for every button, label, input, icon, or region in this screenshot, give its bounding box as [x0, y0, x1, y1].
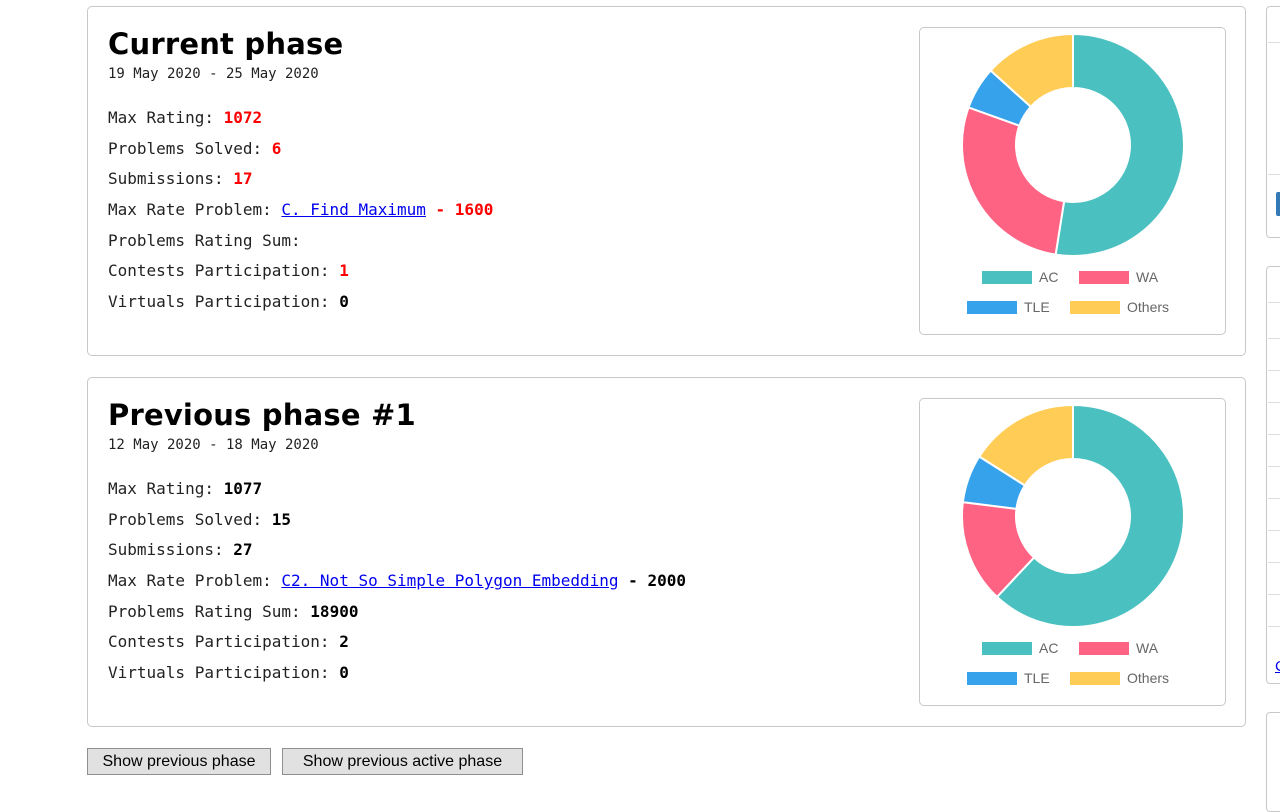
stat-problems-rating-sum: Problems Rating Sum: 18900 [108, 597, 686, 628]
stat-value: 2000 [647, 571, 686, 591]
stat-label: Submissions: [108, 169, 234, 189]
stat-value: 18900 [310, 601, 359, 621]
phase-stats: Max Rating: 1077 Problems Solved: 15 Sub… [108, 474, 686, 689]
sidebar-table-fragment [1266, 266, 1280, 684]
stat-label: Contests Participation: [108, 261, 340, 281]
sidebar-row-divider [1268, 530, 1280, 531]
stat-virtuals-participation: Virtuals Participation: 0 [108, 658, 686, 689]
stat-value: 17 [233, 169, 253, 189]
stat-value: 2 [339, 632, 349, 652]
phase-title: Current phase [108, 27, 344, 61]
stat-virtuals-participation: Virtuals Participation: 0 [108, 287, 493, 318]
stat-submissions: Submissions: 27 [108, 535, 686, 566]
max-rate-problem-link[interactable]: C2. Not So Simple Polygon Embedding [281, 571, 619, 591]
stat-value: 0 [339, 663, 349, 683]
max-rate-problem-link[interactable]: C. Find Maximum [281, 200, 426, 220]
sidebar-link-fragment[interactable]: C [1275, 658, 1280, 675]
phase-title: Previous phase #1 [108, 398, 416, 432]
stat-problems-solved: Problems Solved: 6 [108, 134, 493, 165]
stat-problems-solved: Problems Solved: 15 [108, 505, 686, 536]
stat-separator: - [618, 571, 648, 591]
verdict-doughnut-chart: AC WA TLE Others [919, 398, 1226, 706]
stat-label: Contests Participation: [108, 632, 340, 652]
stat-contests-participation: Contests Participation: 2 [108, 627, 686, 658]
phase-dates: 19 May 2020 - 25 May 2020 [108, 66, 319, 82]
previous-phase-panel: Previous phase #1 12 May 2020 - 18 May 2… [87, 377, 1246, 727]
current-phase-panel: Current phase 19 May 2020 - 25 May 2020 … [87, 6, 1246, 356]
stat-max-rating: Max Rating: 1072 [108, 103, 493, 134]
sidebar-row-divider [1268, 466, 1280, 467]
stat-value: 6 [271, 138, 282, 158]
show-previous-phase-button[interactable]: Show previous phase [87, 748, 271, 775]
sidebar-card-fragment [1266, 712, 1280, 812]
sidebar-card-fragment [1266, 6, 1280, 238]
stat-label: Problems Rating Sum: [108, 601, 311, 621]
stat-submissions: Submissions: 17 [108, 164, 493, 195]
stat-label: Virtuals Participation: [108, 663, 340, 683]
stat-separator: - [425, 200, 455, 220]
stat-contests-participation: Contests Participation: 1 [108, 256, 493, 287]
stat-label: Max Rate Problem: [108, 200, 282, 220]
slice-ac[interactable] [995, 403, 1185, 628]
slice-wa[interactable] [961, 106, 1066, 256]
show-previous-active-phase-button[interactable]: Show previous active phase [282, 748, 523, 775]
stat-value: 1072 [223, 108, 263, 127]
stat-value: 1600 [454, 200, 494, 220]
sidebar-row-divider [1268, 434, 1280, 435]
sidebar-row-divider [1268, 402, 1280, 403]
phase-dates: 12 May 2020 - 18 May 2020 [108, 437, 319, 453]
stat-value: 0 [339, 292, 349, 312]
sidebar-divider [1268, 174, 1280, 175]
stat-label: Problems Rating Sum: [108, 230, 301, 250]
doughnut-svg [961, 403, 1185, 628]
stat-label: Max Rating: [108, 108, 224, 127]
doughnut-svg [961, 32, 1186, 257]
sidebar-row-divider [1268, 626, 1280, 627]
sidebar-row-divider [1268, 338, 1280, 339]
stat-label: Problems Solved: [108, 509, 272, 529]
stat-value: 1 [339, 261, 349, 281]
phase-stats: Max Rating: 1072 Problems Solved: 6 Subm… [108, 103, 493, 318]
stat-label: Max Rating: [108, 479, 224, 498]
sidebar-button-fragment[interactable] [1276, 192, 1280, 216]
slice-ac[interactable] [1054, 32, 1186, 257]
sidebar-divider [1268, 42, 1280, 43]
stat-value: 27 [233, 540, 253, 560]
slice-others[interactable] [989, 32, 1074, 109]
sidebar-row-divider [1268, 302, 1280, 303]
stat-label: Max Rate Problem: [108, 571, 282, 591]
verdict-doughnut-chart: AC WA TLE Others [919, 27, 1226, 335]
sidebar-row-divider [1268, 594, 1280, 595]
stat-label: Virtuals Participation: [108, 292, 340, 312]
stat-label: Problems Solved: [108, 138, 272, 158]
sidebar-row-divider [1268, 370, 1280, 371]
stat-max-rate-problem: Max Rate Problem: C2. Not So Simple Poly… [108, 566, 686, 597]
stat-label: Submissions: [108, 540, 234, 560]
stat-value: 15 [271, 509, 292, 529]
sidebar-row-divider [1268, 498, 1280, 499]
stat-problems-rating-sum: Problems Rating Sum: [108, 226, 493, 257]
stat-max-rating: Max Rating: 1077 [108, 474, 686, 505]
stat-max-rate-problem: Max Rate Problem: C. Find Maximum - 1600 [108, 195, 493, 226]
stat-value: 1077 [223, 479, 263, 498]
sidebar-row-divider [1268, 562, 1280, 563]
slice-others[interactable] [977, 403, 1074, 487]
